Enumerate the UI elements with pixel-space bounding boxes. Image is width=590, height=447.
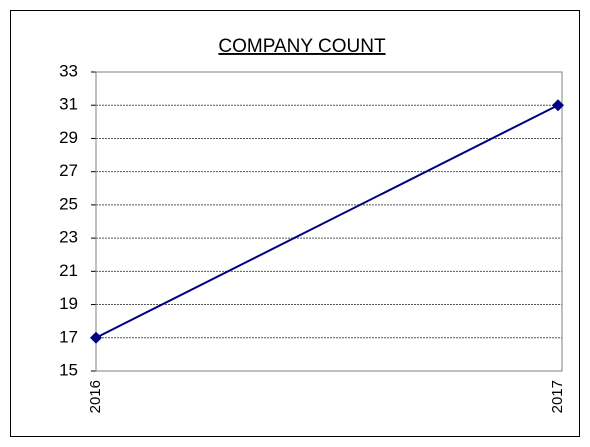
x-tick-label: 2017 — [549, 380, 566, 413]
y-tick-label: 19 — [59, 294, 78, 313]
y-tick-label: 15 — [59, 360, 78, 379]
chart-border — [10, 10, 580, 437]
y-tick-label: 33 — [59, 61, 78, 80]
y-tick-label: 23 — [59, 228, 78, 247]
plot-area — [95, 71, 563, 372]
y-tick-label: 27 — [59, 161, 78, 180]
y-tick-label: 21 — [59, 261, 78, 280]
y-tick-label: 17 — [59, 327, 78, 346]
y-tick-label: 31 — [59, 95, 78, 114]
y-tick-label: 25 — [59, 194, 78, 213]
marker — [552, 99, 564, 112]
y-tick-label: 29 — [59, 128, 78, 147]
chart-title: COMPANY COUNT — [218, 36, 386, 57]
line-series — [95, 104, 559, 339]
x-tick-label: 2016 — [87, 380, 104, 413]
marker — [90, 331, 102, 344]
